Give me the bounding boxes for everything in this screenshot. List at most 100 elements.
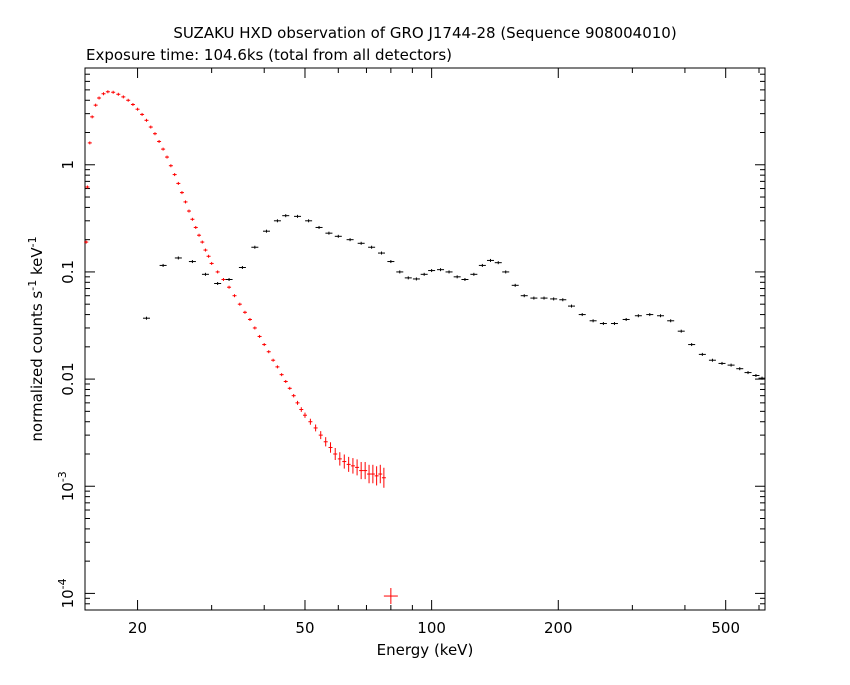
data-point: [428, 269, 436, 273]
data-point: [420, 272, 428, 276]
data-point: [161, 147, 166, 151]
data-point: [657, 314, 665, 318]
data-point: [190, 217, 195, 221]
data-point: [279, 373, 284, 377]
data-point: [486, 258, 494, 262]
data-point: [367, 464, 372, 484]
data-point: [206, 254, 211, 258]
y-tick-label: 0.01: [59, 362, 77, 395]
data-point: [383, 588, 398, 605]
data-point: [294, 214, 302, 218]
data-point: [183, 200, 188, 204]
data-point: [232, 294, 237, 298]
data-point: [315, 225, 323, 229]
x-tick-label: 200: [544, 619, 573, 637]
data-point: [520, 294, 528, 298]
data-point: [152, 132, 157, 136]
data-point: [130, 103, 135, 107]
data-point: [698, 352, 706, 356]
y-tick-label: 10-4: [56, 578, 77, 608]
data-point: [203, 248, 208, 252]
data-point: [140, 112, 145, 116]
data-point: [168, 164, 173, 168]
plot-frame: [84, 67, 766, 611]
data-point: [494, 261, 502, 265]
series-layer: [84, 90, 766, 605]
data-point: [273, 219, 281, 223]
x-tick-label: 20: [128, 619, 147, 637]
data-point: [718, 361, 726, 365]
data-point: [101, 92, 106, 96]
data-point: [174, 256, 182, 260]
data-point: [90, 115, 95, 119]
data-point: [378, 464, 383, 484]
data-point: [752, 374, 760, 378]
y-tick-label: 10-3: [56, 471, 77, 501]
data-point: [540, 296, 548, 300]
data-point: [323, 437, 328, 447]
data-point: [193, 225, 198, 229]
data-point: [197, 233, 202, 237]
data-point: [188, 260, 196, 264]
data-point: [262, 343, 267, 347]
data-point: [201, 272, 209, 276]
x-tick-labels: 20 50 100 200 500: [128, 619, 740, 637]
data-point: [727, 363, 735, 367]
data-point: [622, 317, 630, 321]
data-point: [334, 234, 342, 238]
data-point: [135, 107, 140, 111]
data-point: [346, 238, 354, 242]
data-point: [744, 371, 752, 375]
data-point: [172, 173, 177, 177]
data-point: [502, 270, 510, 274]
data-point: [350, 458, 355, 474]
data-point: [359, 462, 364, 480]
data-point: [511, 283, 519, 287]
x-tick-label: 100: [417, 619, 446, 637]
data-point: [126, 98, 131, 102]
data-point: [179, 191, 184, 195]
data-point: [271, 358, 276, 362]
data-point: [111, 90, 116, 94]
series-2: [142, 214, 766, 380]
data-point: [478, 263, 486, 267]
data-point: [374, 466, 379, 486]
data-point: [221, 277, 226, 281]
data-point: [287, 386, 292, 390]
data-point: [282, 214, 290, 218]
data-point: [251, 245, 259, 249]
data-point: [634, 314, 642, 318]
data-point: [200, 240, 205, 244]
data-point: [148, 125, 153, 129]
data-point: [305, 219, 313, 223]
data-point: [342, 454, 347, 469]
data-point: [470, 272, 478, 276]
data-point: [567, 304, 575, 308]
data-point: [370, 464, 375, 484]
data-point: [333, 447, 338, 460]
x-axis-label: Energy (keV): [377, 641, 474, 659]
data-point: [247, 317, 252, 321]
data-point: [275, 365, 280, 369]
chart-title: SUZAKU HXD observation of GRO J1744-28 (…: [173, 24, 676, 42]
data-point: [381, 467, 386, 488]
y-tick-labels: 10-4 10-3 0.01 0.1 1: [56, 160, 77, 608]
data-point: [437, 268, 445, 272]
data-point: [157, 139, 162, 143]
x-tick-label: 50: [295, 619, 314, 637]
data-point: [736, 367, 744, 371]
data-point: [461, 277, 469, 281]
chart-subtitle: Exposure time: 104.6ks (total from all d…: [86, 46, 452, 64]
data-point: [559, 298, 567, 302]
data-point: [318, 431, 323, 440]
data-point: [677, 329, 685, 333]
data-point: [445, 270, 453, 274]
data-point: [85, 185, 90, 189]
x-tick-label: 500: [711, 619, 740, 637]
data-point: [667, 319, 675, 323]
data-point: [308, 418, 313, 425]
data-point: [530, 296, 538, 300]
series-1: [84, 90, 398, 605]
data-point: [688, 343, 696, 347]
